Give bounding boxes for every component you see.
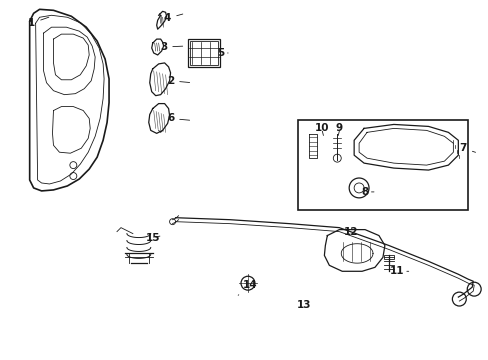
Bar <box>383 255 393 260</box>
Text: 4: 4 <box>163 13 183 23</box>
Text: 15: 15 <box>145 233 160 243</box>
Text: 6: 6 <box>166 113 189 123</box>
Text: 1: 1 <box>28 17 49 28</box>
Bar <box>188 39 220 67</box>
Text: 13: 13 <box>297 300 311 310</box>
Text: 7: 7 <box>459 143 474 153</box>
Text: 2: 2 <box>166 76 189 86</box>
Text: 10: 10 <box>314 123 329 134</box>
Text: 3: 3 <box>160 42 183 52</box>
Text: 8: 8 <box>361 187 373 197</box>
Text: 5: 5 <box>217 48 228 58</box>
Bar <box>190 41 218 65</box>
Text: 9: 9 <box>335 123 342 134</box>
Text: 12: 12 <box>343 226 358 237</box>
Text: 14: 14 <box>238 280 257 295</box>
Text: 11: 11 <box>389 266 408 276</box>
Bar <box>297 121 468 210</box>
